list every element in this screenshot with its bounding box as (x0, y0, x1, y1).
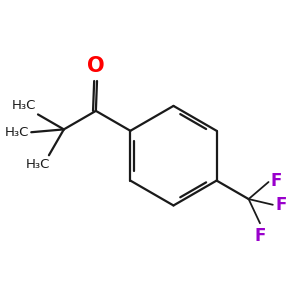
Text: H₃C: H₃C (26, 158, 50, 170)
Text: F: F (255, 227, 266, 245)
Text: F: F (271, 172, 282, 190)
Text: O: O (87, 56, 104, 76)
Text: F: F (275, 196, 286, 214)
Text: H₃C: H₃C (5, 126, 30, 139)
Text: H₃C: H₃C (12, 99, 36, 112)
